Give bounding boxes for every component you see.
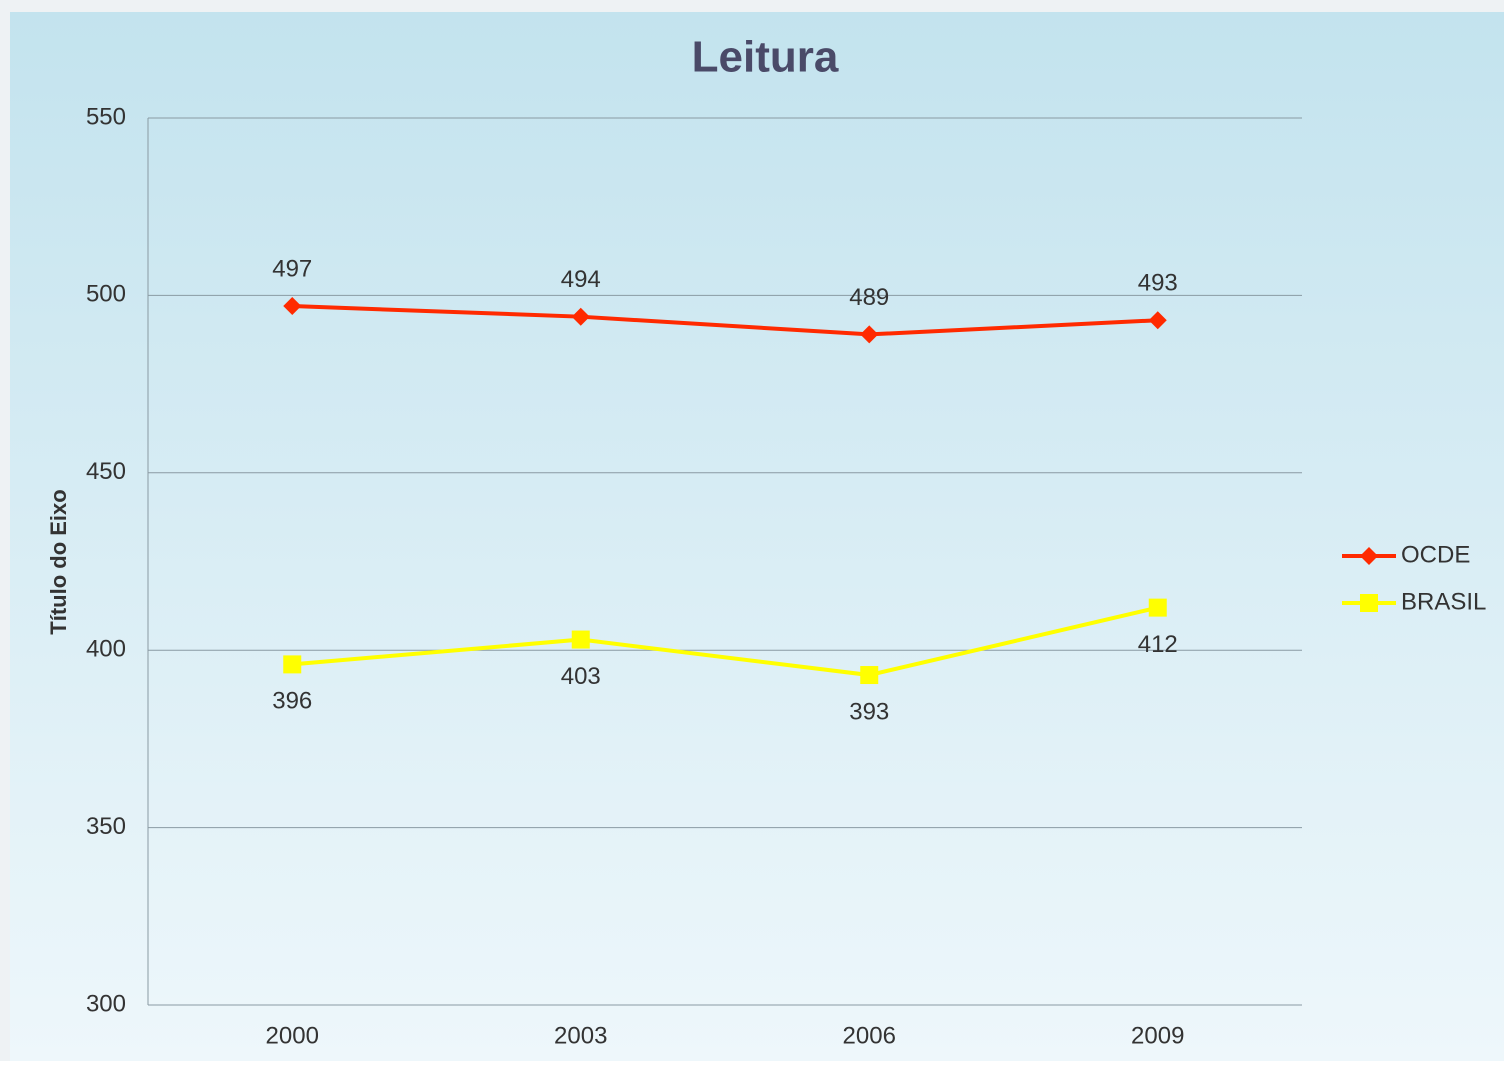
data-label: 412 bbox=[1138, 631, 1178, 658]
point bbox=[860, 666, 879, 685]
y-tick-label: 450 bbox=[86, 458, 126, 485]
chart-area bbox=[10, 12, 1504, 1061]
point bbox=[571, 630, 590, 649]
point bbox=[1148, 598, 1167, 617]
x-tick-label: 2006 bbox=[843, 1022, 896, 1049]
data-label: 493 bbox=[1138, 270, 1178, 297]
x-tick-label: 2000 bbox=[266, 1022, 319, 1049]
y-tick-label: 350 bbox=[86, 813, 126, 840]
y-tick-label: 300 bbox=[86, 990, 126, 1017]
y-tick-label: 550 bbox=[86, 103, 126, 130]
point bbox=[860, 325, 879, 344]
point bbox=[1360, 547, 1378, 565]
series-line bbox=[292, 605, 1159, 678]
y-axis-title: Título do Eixo bbox=[46, 489, 71, 634]
point bbox=[1360, 594, 1378, 612]
data-label: 489 bbox=[849, 284, 889, 311]
y-tick-label: 500 bbox=[86, 281, 126, 308]
chart-title: Leitura bbox=[692, 33, 839, 82]
legend-label: OCDE bbox=[1401, 541, 1470, 568]
point bbox=[1148, 311, 1167, 330]
legend-label: BRASIL bbox=[1401, 588, 1486, 615]
data-label: 494 bbox=[561, 266, 601, 293]
data-label: 393 bbox=[849, 698, 889, 725]
point bbox=[283, 297, 302, 316]
x-tick-label: 2003 bbox=[554, 1022, 607, 1049]
data-label: 497 bbox=[272, 255, 312, 282]
data-label: 403 bbox=[561, 663, 601, 690]
point bbox=[571, 307, 590, 326]
y-tick-label: 400 bbox=[86, 636, 126, 663]
data-label: 396 bbox=[272, 688, 312, 715]
x-tick-label: 2009 bbox=[1131, 1022, 1184, 1049]
point bbox=[283, 655, 302, 674]
series-line bbox=[292, 304, 1158, 337]
